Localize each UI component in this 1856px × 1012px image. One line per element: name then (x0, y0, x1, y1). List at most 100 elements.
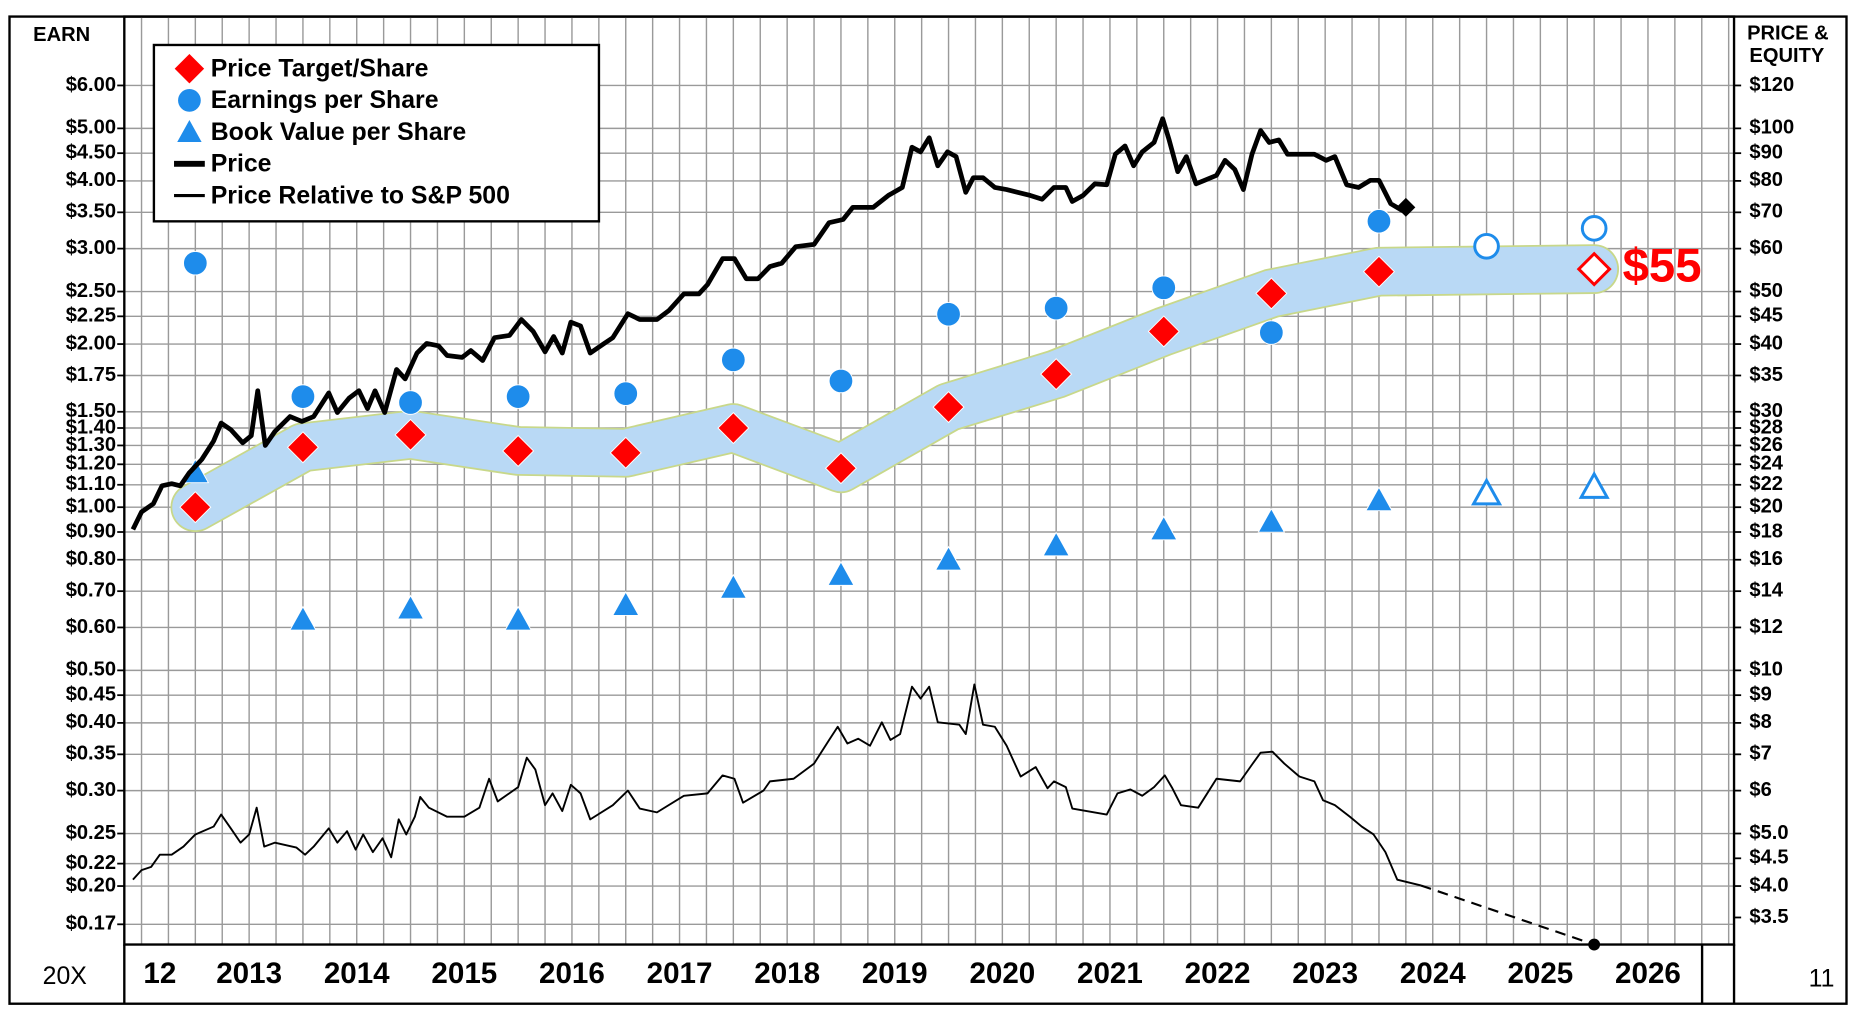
x-tick-label: 2014 (324, 957, 390, 990)
legend: Price Target/Share Earnings per Share Book… (152, 43, 601, 223)
footer-right: 11 (1809, 966, 1835, 993)
diamond-marker (1576, 251, 1612, 287)
diamond-marker (394, 418, 427, 451)
diamond-marker (173, 52, 206, 85)
y2-axis-label: PRICE & (1747, 23, 1829, 45)
x-tick-label: 2021 (1077, 957, 1143, 990)
triangle-marker (719, 573, 748, 599)
y-tick-label: $0.50 (66, 659, 116, 681)
y2-tick-label: $9 (1749, 683, 1771, 705)
diamond-marker (1147, 315, 1180, 348)
y2-tick-label: $70 (1749, 201, 1783, 223)
diamond-marker (717, 411, 750, 445)
y-tick-label: $6.00 (66, 74, 116, 96)
y2-tick-label: $90 (1749, 141, 1783, 163)
y-tick-label: $1.30 (66, 434, 116, 456)
diamond-marker (824, 452, 858, 485)
x-tick-label: 2026 (1615, 957, 1681, 990)
y-tick-label: $1.00 (66, 496, 116, 518)
y-tick-label: $1.10 (66, 473, 116, 495)
y-tick-label: $2.00 (66, 332, 116, 354)
y2-tick-label: $10 (1749, 659, 1783, 681)
x-tick-label: 2025 (1507, 957, 1573, 990)
y-tick-label: $0.22 (66, 852, 116, 874)
y-tick-label: $0.40 (66, 711, 116, 733)
legend-label: Price (211, 151, 272, 178)
x-tick-label: 2022 (1185, 957, 1251, 990)
y2-tick-label: $14 (1749, 579, 1783, 601)
legend-label: Earnings per Share (211, 87, 439, 114)
circle-marker (613, 381, 639, 406)
y-tick-label: $0.80 (66, 548, 116, 570)
circle-marker (1151, 275, 1177, 301)
y-tick-label: $1.75 (66, 364, 116, 386)
y2-tick-label: $40 (1749, 332, 1783, 354)
y-tick-label: $3.00 (66, 237, 116, 259)
y2-tick-label: $80 (1749, 169, 1783, 191)
circle-marker (721, 347, 746, 373)
triangle-marker (1578, 470, 1610, 499)
diamond-marker (502, 434, 535, 468)
legend-label: Book Value per Share (211, 119, 466, 146)
price-marker (1396, 197, 1416, 217)
triangle-marker (934, 545, 963, 571)
y2-tick-label: $35 (1749, 364, 1783, 386)
triangle-marker (1042, 531, 1070, 557)
circle-marker (1259, 320, 1284, 345)
diamond-marker (1040, 358, 1073, 391)
triangle-marker (1149, 515, 1178, 541)
legend-label: Price Target/Share (211, 55, 429, 82)
y2-tick-label: $12 (1749, 616, 1783, 638)
x-tick-label: 2023 (1292, 957, 1358, 990)
x-tick-label: 2016 (539, 957, 605, 990)
y-tick-label: $4.00 (66, 169, 116, 191)
triangle-marker (1365, 486, 1393, 512)
y-tick-label: $0.60 (66, 616, 116, 638)
y2-tick-label: $45 (1749, 305, 1783, 327)
y-tick-label: $1.50 (66, 400, 116, 422)
y-tick-label: $0.70 (66, 579, 116, 601)
target-label: $55 (1623, 240, 1702, 293)
circle-marker (177, 88, 202, 113)
y2-tick-label: $24 (1749, 453, 1783, 475)
diamond-marker (286, 431, 319, 464)
y2-tick-label: $120 (1749, 74, 1794, 96)
y-tick-label: $1.20 (66, 453, 116, 475)
y2-tick-label: $26 (1749, 434, 1783, 456)
x-tick-label: 2015 (431, 957, 497, 990)
circle-marker (505, 384, 531, 409)
circle-marker (290, 384, 316, 409)
y-tick-label: $0.20 (66, 874, 116, 896)
diamond-marker (179, 491, 212, 524)
y2-tick-label: $28 (1749, 416, 1783, 438)
triangle-marker (827, 560, 855, 586)
y2-tick-label: $5.0 (1749, 822, 1788, 844)
y2-tick-label: $4.0 (1749, 874, 1788, 896)
y-tick-label: $0.45 (66, 683, 116, 705)
x-tick-label: 2019 (862, 957, 928, 990)
diamond-marker (1255, 277, 1288, 310)
y-tick-label: $4.50 (66, 141, 116, 163)
circle-marker (936, 301, 961, 327)
line (132, 683, 1422, 887)
x-tick-label: 2018 (754, 957, 820, 990)
y2-tick-label: $4.5 (1749, 847, 1788, 869)
y-tick-label: $0.25 (66, 822, 116, 844)
diamond-marker (1362, 255, 1396, 288)
y-tick-label: $5.00 (66, 117, 116, 139)
triangle-marker (1257, 507, 1286, 533)
y2-tick-label: $7 (1749, 743, 1771, 765)
circle-marker (1473, 232, 1500, 260)
x-tick-label: 2020 (969, 957, 1035, 990)
x-tick-label: 12 (143, 957, 176, 990)
y-tick-label: $1.40 (66, 416, 116, 438)
diamond-marker (609, 436, 642, 469)
y2-tick-label: $8 (1749, 711, 1771, 733)
marks (130, 116, 1612, 951)
y-tick-label: $0.30 (66, 779, 116, 801)
y-tick-label: $2.25 (66, 305, 116, 327)
y-tick-label: $2.50 (66, 280, 116, 302)
y2-tick-label: $50 (1749, 280, 1783, 302)
y-tick-label: $0.35 (66, 743, 116, 765)
